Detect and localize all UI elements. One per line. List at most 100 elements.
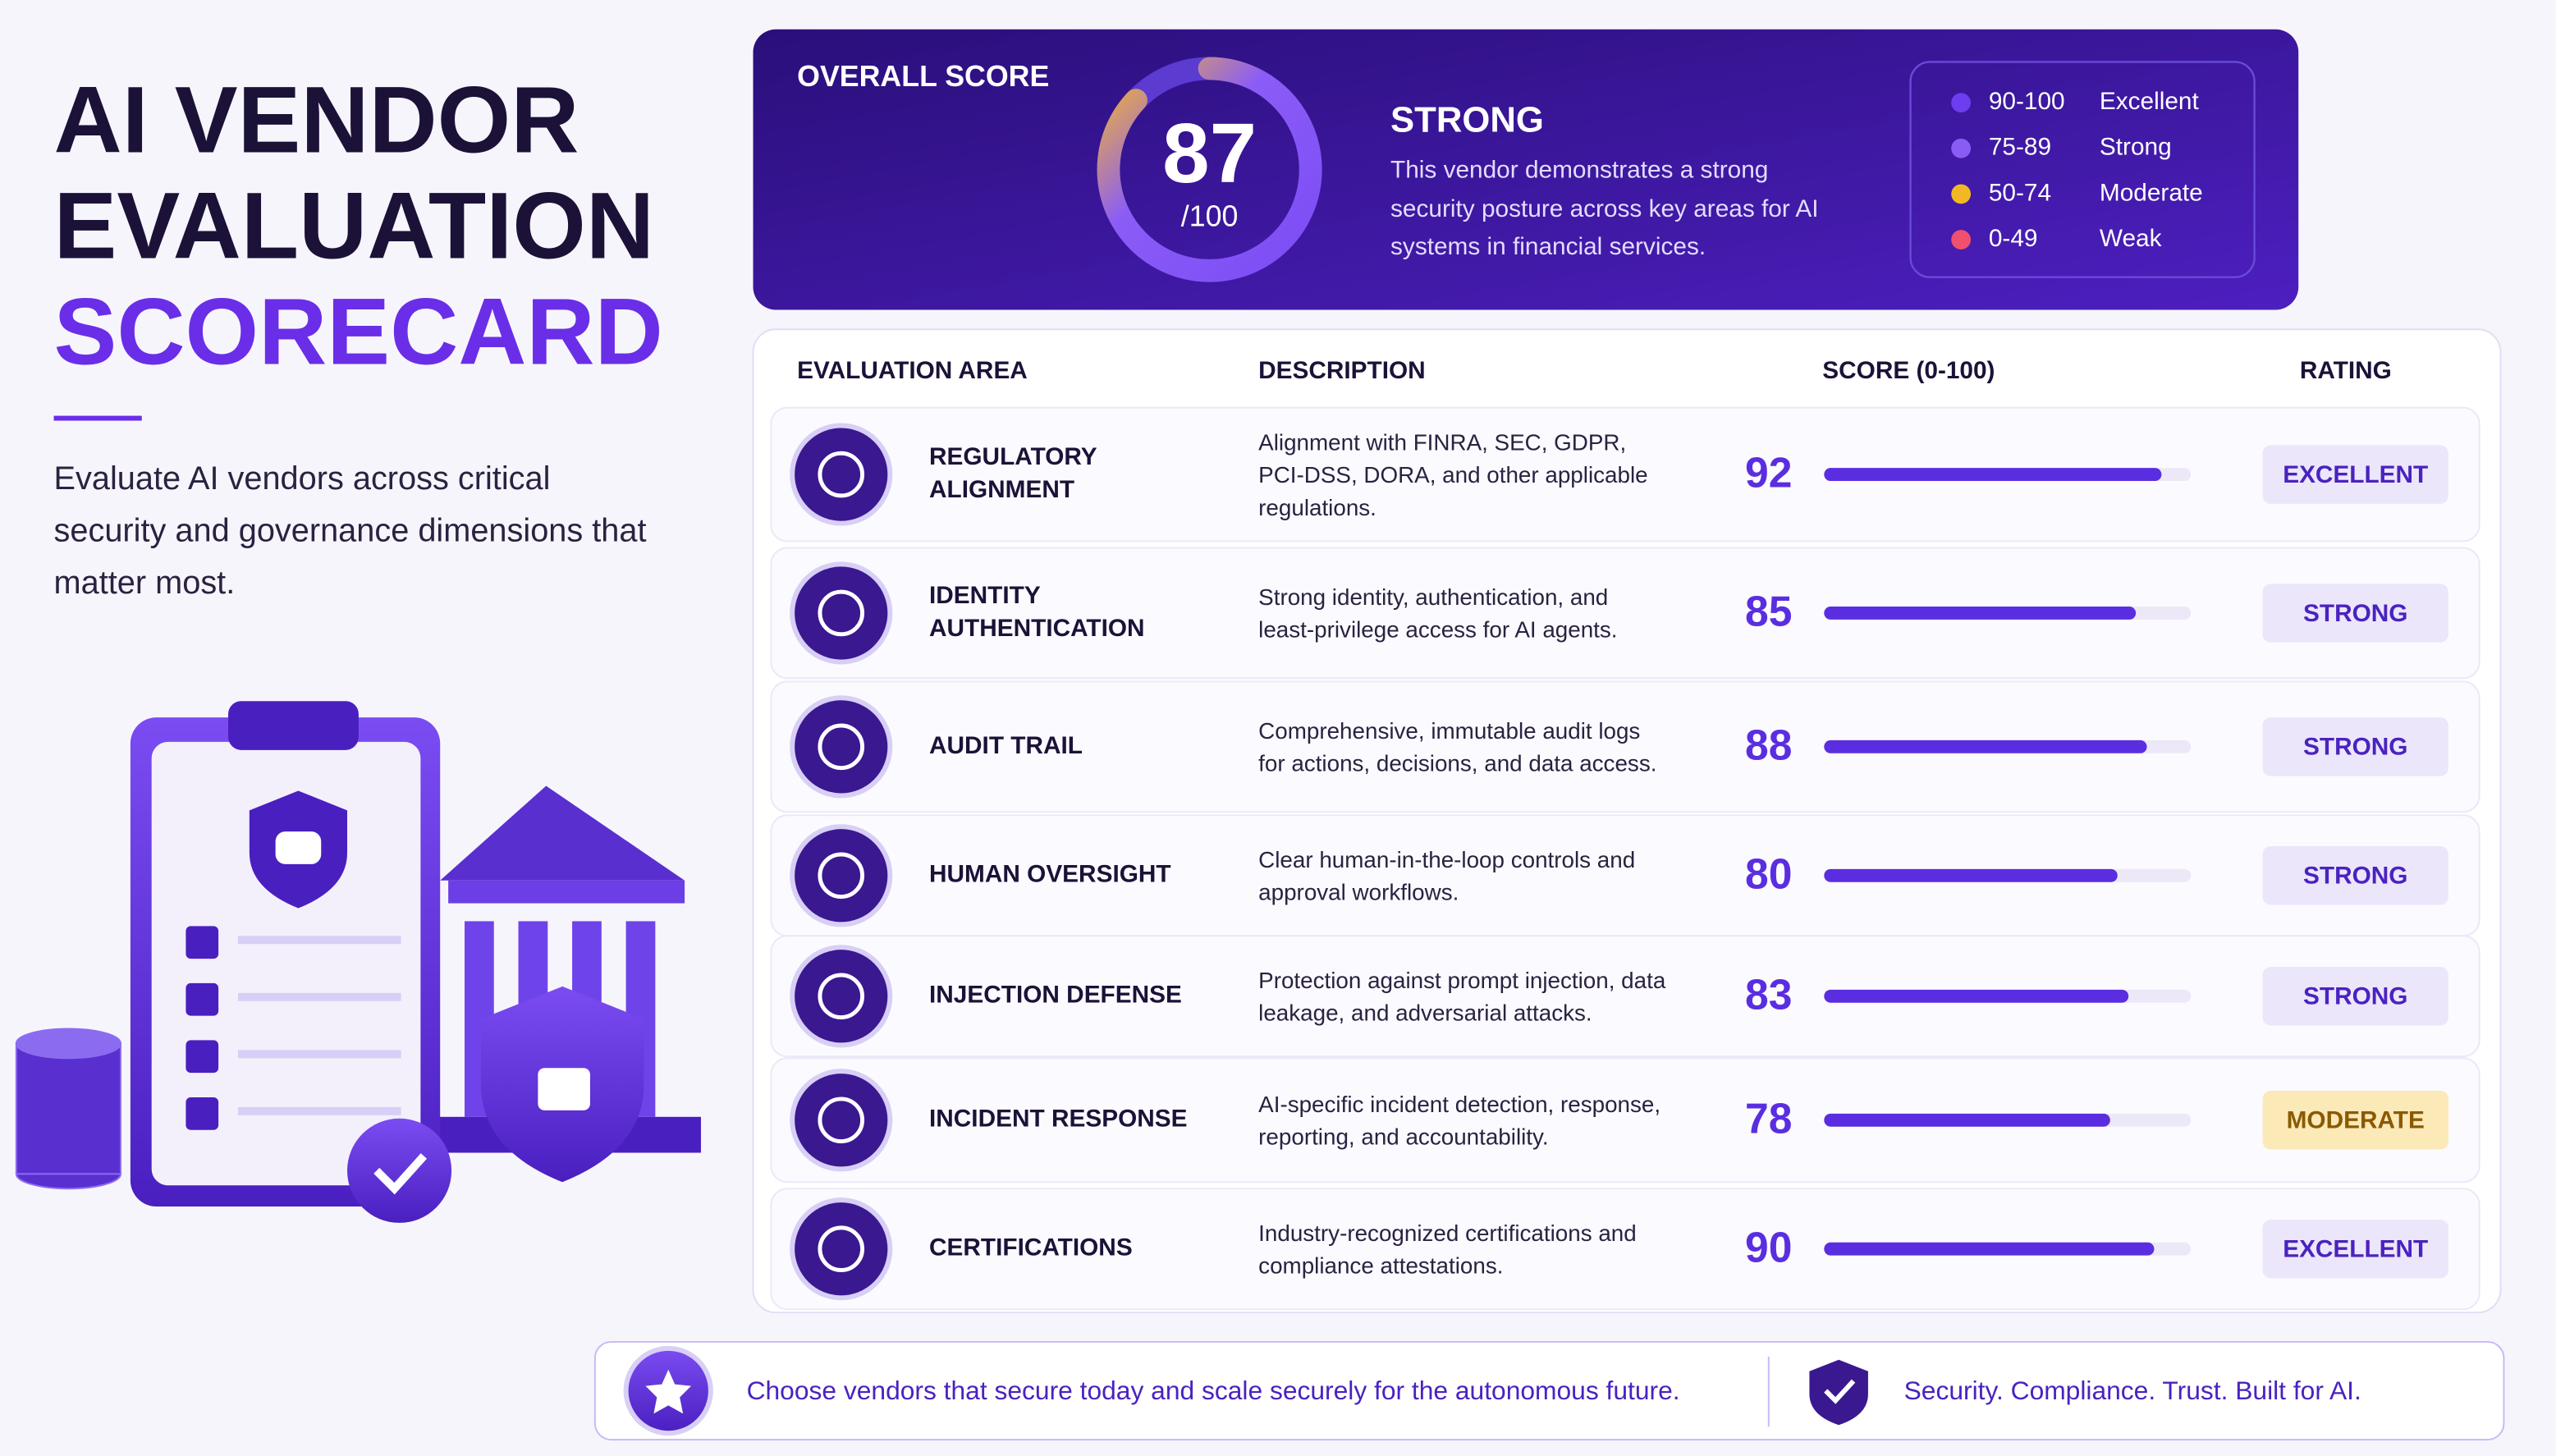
row-area-box: IDENTITY AUTHENTICATION — [929, 582, 1145, 643]
row-icon-glyph — [818, 451, 865, 498]
overall-description-box: This vendor demonstrates a strong securi… — [1390, 156, 1819, 261]
title-line: EVALUATION — [54, 174, 655, 279]
row-description: Comprehensive, immutable audit logs for … — [1258, 717, 1657, 776]
row-area-box: HUMAN OVERSIGHT — [929, 860, 1171, 889]
row-icon — [790, 945, 893, 1048]
row-area-box: INCIDENT RESPONSE — [929, 1106, 1187, 1133]
row-description: Strong identity, authentication, and lea… — [1258, 584, 1618, 643]
column-header: RATING — [2300, 357, 2392, 384]
legend-dot — [1951, 138, 1972, 158]
row-icon — [790, 1069, 893, 1172]
rating-pill — [2262, 967, 2448, 1026]
title-line: SCORECARD — [54, 280, 663, 385]
row-score: 90 — [1745, 1223, 1792, 1271]
row-icon-glyph — [818, 723, 865, 771]
row-area: INJECTION DEFENSE — [929, 981, 1182, 1010]
row-description-box: Strong identity, authentication, and lea… — [1258, 584, 1618, 643]
row-icon — [790, 423, 893, 526]
star — [645, 1369, 692, 1414]
row-score: 85 — [1745, 588, 1792, 635]
rating-label: STRONG — [2303, 863, 2407, 890]
row-icon-glyph — [818, 852, 865, 900]
subtitle-box: Evaluate AI vendors across critical secu… — [53, 461, 647, 602]
title-underline — [53, 415, 142, 421]
legend-range: 75-89 — [1989, 134, 2051, 161]
row-icon — [790, 824, 893, 927]
legend-box — [1909, 61, 2256, 278]
legend-label: Moderate — [2100, 179, 2203, 206]
rating-pill — [2262, 1091, 2448, 1150]
row-area-box: INJECTION DEFENSE — [929, 981, 1182, 1010]
row-description-box: Alignment with FINRA, SEC, GDPR, PCI-DSS… — [1258, 428, 1648, 520]
overall-rating: STRONG — [1390, 100, 1544, 140]
legend-label: Weak — [2100, 225, 2162, 252]
score-bar — [1824, 739, 2147, 753]
row-card — [770, 1057, 2480, 1184]
row-icon — [790, 695, 893, 799]
row-description: AI-specific incident detection, response… — [1258, 1091, 1661, 1150]
row-icon — [790, 561, 893, 665]
row-icon-glyph — [818, 1097, 865, 1144]
subtitle: Evaluate AI vendors across critical secu… — [53, 461, 647, 602]
score-bar — [1824, 989, 2129, 1003]
row-description-box: AI-specific incident detection, response… — [1258, 1091, 1661, 1150]
row-score: 88 — [1745, 721, 1792, 768]
legend-dot — [1951, 93, 1972, 113]
rating-label: EXCELLENT — [2283, 1236, 2428, 1263]
row-description-box: Protection against prompt injection, dat… — [1258, 967, 1666, 1026]
legend-label: Excellent — [2100, 88, 2200, 115]
row-area: HUMAN OVERSIGHT — [929, 860, 1171, 889]
footer-tagline: Security. Compliance. Trust. Built for A… — [1904, 1376, 2361, 1405]
rating-label: STRONG — [2303, 734, 2407, 761]
score-bar — [1824, 468, 2162, 482]
footer-bar — [593, 1340, 2505, 1441]
row-area: AUDIT TRAIL — [929, 731, 1083, 760]
row-card — [770, 680, 2480, 813]
column-header: DESCRIPTION — [1258, 357, 1426, 384]
row-area-box: CERTIFICATIONS — [929, 1234, 1133, 1262]
row-score: 80 — [1745, 849, 1792, 897]
rating-pill — [2262, 1219, 2448, 1279]
overall-description: This vendor demonstrates a strong securi… — [1390, 156, 1819, 261]
illustration — [15, 701, 701, 1223]
legend-range: 50-74 — [1989, 179, 2051, 206]
row-card — [770, 935, 2480, 1058]
row-description: Clear human-in-the-loop controls and app… — [1258, 846, 1636, 905]
row-card — [770, 406, 2480, 543]
overall-label: OVERALL SCORE — [797, 60, 1049, 93]
rating-pill — [2262, 445, 2448, 504]
rating-pill — [2262, 584, 2448, 643]
row-icon-glyph — [818, 1225, 865, 1273]
overall-out-of: /100 — [1181, 200, 1239, 233]
column-header: EVALUATION AREA — [797, 357, 1028, 384]
row-icon-glyph — [818, 589, 865, 637]
row-score: 92 — [1745, 449, 1792, 497]
score-bar — [1824, 1242, 2155, 1256]
rating-pill — [2262, 846, 2448, 905]
score-bar — [1824, 607, 2137, 620]
score-bar — [1824, 1113, 2110, 1127]
row-area: REGULATORY ALIGNMENT — [929, 443, 1097, 504]
rating-label: MODERATE — [2287, 1107, 2425, 1134]
rating-label: STRONG — [2303, 600, 2407, 627]
rating-pill — [2262, 717, 2448, 776]
gauge-arc — [1097, 57, 1322, 282]
row-area: IDENTITY AUTHENTICATION — [929, 582, 1145, 643]
legend-range: 0-49 — [1989, 225, 2038, 252]
row-description-box: Comprehensive, immutable audit logs for … — [1258, 717, 1657, 776]
row-area-box: REGULATORY ALIGNMENT — [929, 443, 1097, 504]
overall-score: 87 — [1162, 106, 1257, 200]
row-icon — [790, 1197, 893, 1301]
legend-range: 90-100 — [1989, 88, 2065, 115]
shield-icon — [1809, 1359, 1868, 1426]
column-header: SCORE (0-100) — [1822, 357, 1995, 384]
row-description-box: Industry-recognized certifications and c… — [1258, 1220, 1637, 1279]
row-description-box: Clear human-in-the-loop controls and app… — [1258, 846, 1636, 905]
footer-message: Choose vendors that secure today and sca… — [747, 1376, 1680, 1405]
row-description: Alignment with FINRA, SEC, GDPR, PCI-DSS… — [1258, 428, 1648, 520]
row-description: Protection against prompt injection, dat… — [1258, 967, 1666, 1026]
rating-label: EXCELLENT — [2283, 461, 2428, 488]
row-icon-glyph — [818, 973, 865, 1020]
